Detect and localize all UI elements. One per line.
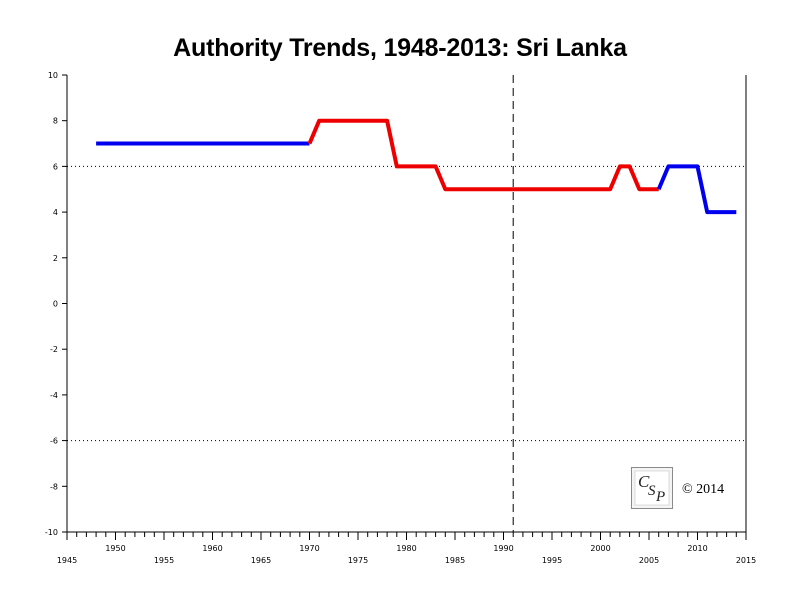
y-tick-label: -8 — [50, 482, 58, 491]
y-tick-label: 6 — [53, 162, 58, 171]
x-tick-label: 1945 — [57, 556, 77, 565]
x-tick-label: 1985 — [445, 556, 465, 565]
x-tick-label: 1950 — [105, 544, 125, 553]
logo-letter-s: S — [648, 483, 656, 499]
chart-title: Authority Trends, 1948-2013: Sri Lanka — [173, 34, 627, 62]
y-tick-label: 10 — [48, 71, 58, 80]
x-tick-label: 1965 — [251, 556, 271, 565]
x-tick-label: 1960 — [202, 544, 222, 553]
logo-letter-c: C — [638, 472, 650, 491]
authority-series-segment — [656, 164, 737, 215]
copyright-label: © 2014 — [682, 482, 725, 497]
authority-series-segment — [307, 118, 659, 192]
x-tick-label: 1990 — [493, 544, 513, 553]
csp-logo-mark: C S P — [634, 470, 670, 506]
x-tick-label: 1975 — [348, 556, 368, 565]
y-tick-label: 8 — [53, 117, 58, 126]
x-tick-label: 2015 — [736, 556, 756, 565]
x-tick-label: 2010 — [687, 544, 707, 553]
x-tick-label: 1995 — [542, 556, 562, 565]
x-tick-label: 1970 — [299, 544, 319, 553]
y-tick-label: -6 — [50, 437, 58, 446]
logo-letter-p: P — [655, 489, 665, 505]
y-tick-label: 2 — [53, 254, 58, 263]
x-tick-label: 2000 — [590, 544, 610, 553]
y-tick-label: 4 — [53, 208, 58, 217]
axes: -10 -8 -6 -4 -2 0 2 4 6 8 10 1945 1950 1955 1960 1965 19… — [45, 71, 756, 565]
x-tick-label: 1955 — [154, 556, 174, 565]
csp-logo: C S P — [631, 467, 673, 509]
x-tick-label: 1980 — [396, 544, 416, 553]
reference-lines — [67, 75, 746, 532]
y-tick-label: -4 — [50, 391, 58, 400]
x-tick-label: 2005 — [639, 556, 659, 565]
series-lines — [96, 118, 737, 215]
y-tick-label: -10 — [45, 528, 58, 537]
y-tick-label: 0 — [53, 300, 58, 309]
y-tick-label: -2 — [50, 345, 58, 354]
